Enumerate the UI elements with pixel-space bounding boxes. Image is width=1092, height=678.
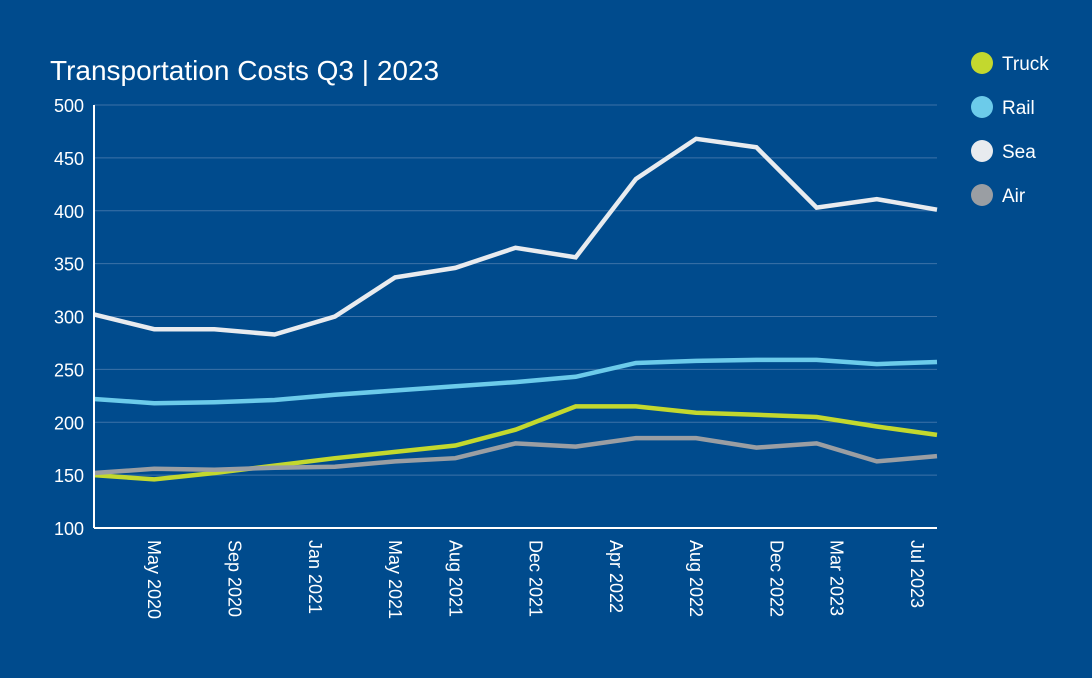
legend-label-air: Air	[1002, 186, 1026, 207]
series-line-rail	[93, 357, 938, 406]
y-tick-label: 150	[54, 466, 84, 486]
legend-marker-truck	[971, 52, 993, 74]
legend-marker-sea	[971, 140, 993, 162]
y-tick-label: 100	[54, 519, 84, 539]
y-tick-label: 350	[54, 255, 84, 275]
y-tick-label: 200	[54, 413, 84, 433]
legend-label-sea: Sea	[1002, 142, 1036, 163]
x-tick-label: May 2021	[385, 540, 405, 619]
y-tick-label: 400	[54, 202, 84, 222]
gridlines	[94, 104, 937, 476]
legend: Truck Rail Sea Air	[971, 52, 1049, 207]
y-tick-label: 300	[54, 308, 84, 328]
x-tick-label: Aug 2022	[686, 540, 706, 617]
x-tick-label: Apr 2022	[606, 540, 626, 613]
legend-marker-rail	[971, 96, 993, 118]
x-axis-ticks: May 2020 Sep 2020 Jan 2021 May 2021 Aug 2021…	[144, 540, 927, 619]
series-lines	[93, 136, 938, 482]
legend-marker-air	[971, 184, 993, 206]
y-tick-label: 250	[54, 360, 84, 380]
chart-title: Transportation Costs Q3 | 2023	[50, 55, 439, 86]
y-axis-ticks: 100 150 200 250 300 350 400 450 500	[54, 96, 84, 539]
x-tick-label: Sep 2020	[225, 540, 245, 617]
legend-label-rail: Rail	[1002, 98, 1035, 119]
y-tick-label: 500	[54, 96, 84, 116]
x-tick-label: Dec 2021	[526, 540, 546, 617]
x-tick-label: Dec 2022	[766, 540, 786, 617]
x-tick-label: May 2020	[144, 540, 164, 619]
legend-label-truck: Truck	[1002, 54, 1049, 75]
x-tick-label: Jul 2023	[907, 540, 927, 608]
x-tick-label: Jan 2021	[305, 540, 325, 614]
x-tick-label: Mar 2023	[827, 540, 847, 616]
x-tick-label: Aug 2021	[445, 540, 465, 617]
series-line-sea	[93, 136, 938, 337]
series-line-air	[93, 435, 938, 476]
y-tick-label: 450	[54, 149, 84, 169]
